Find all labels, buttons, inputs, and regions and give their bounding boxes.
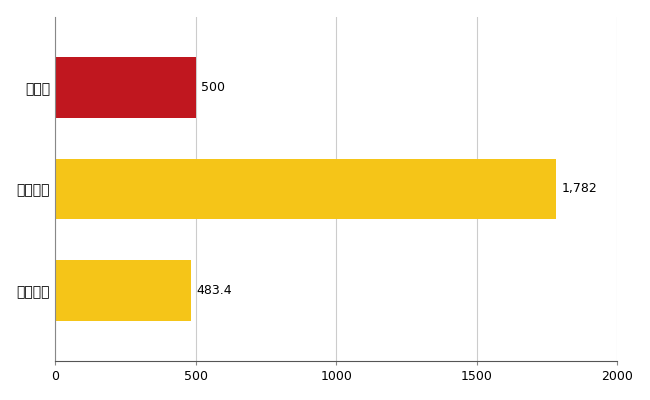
Bar: [55, 260, 191, 321]
Bar: [55, 158, 556, 219]
Bar: [55, 57, 196, 118]
Text: 483.4: 483.4: [196, 284, 232, 297]
Text: 500: 500: [202, 81, 226, 94]
Text: 1,782: 1,782: [562, 182, 597, 196]
